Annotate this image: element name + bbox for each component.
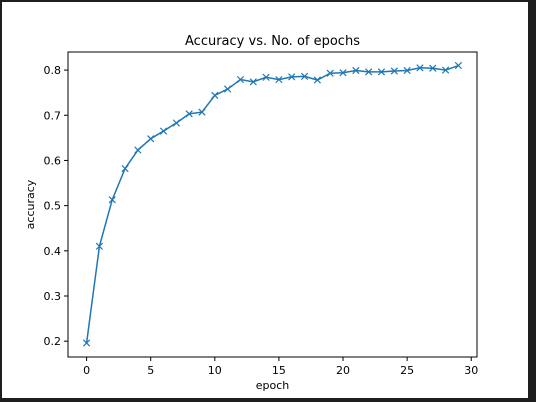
data-point-marker	[352, 66, 360, 75]
data-point-marker	[390, 67, 398, 75]
data-point-marker	[262, 73, 270, 81]
x-tick-label: 30	[464, 364, 478, 377]
data-point-marker	[403, 66, 411, 75]
x-tick-label: 0	[83, 364, 90, 377]
data-point-marker	[159, 127, 168, 135]
data-point-marker	[185, 110, 193, 118]
data-point-marker	[300, 72, 309, 81]
figure-background	[2, 2, 528, 398]
data-point-marker	[441, 66, 450, 74]
data-point-marker	[134, 146, 142, 154]
data-point-marker	[147, 135, 155, 143]
x-tick-label: 25	[400, 364, 414, 377]
data-point-marker	[416, 64, 424, 72]
data-point-marker	[236, 75, 245, 84]
y-tick-label: 0.2	[44, 335, 62, 348]
y-tick-label: 0.5	[44, 200, 62, 213]
x-tick-label: 15	[272, 364, 286, 377]
y-axis: 0.2 0.3 0.4 0.5 0.6 0.7 0.8	[44, 64, 68, 348]
data-point-marker	[365, 68, 373, 76]
x-axis: 0 5 10 15 20 25 30	[83, 357, 478, 377]
data-point-marker	[275, 75, 283, 84]
data-point-marker	[108, 196, 116, 204]
data-point-marker	[198, 108, 206, 116]
x-tick-label: 20	[336, 364, 350, 377]
data-point-marker	[249, 78, 257, 86]
y-tick-label: 0.8	[44, 64, 62, 77]
y-tick-label: 0.4	[44, 245, 62, 258]
series-markers	[82, 61, 463, 347]
data-point-marker	[313, 76, 321, 84]
y-tick-label: 0.7	[44, 109, 62, 122]
data-point-marker	[377, 68, 386, 76]
data-point-marker	[121, 164, 129, 173]
data-point-marker	[326, 69, 334, 77]
data-point-marker	[454, 61, 463, 70]
y-tick-label: 0.3	[44, 290, 62, 303]
x-tick-label: 5	[147, 364, 154, 377]
x-axis-label: epoch	[256, 379, 290, 392]
plot-area-frame	[67, 51, 478, 358]
y-axis-label: accuracy	[24, 179, 37, 229]
data-point-marker	[211, 91, 219, 100]
data-point-marker	[82, 339, 91, 347]
data-point-marker	[224, 85, 232, 93]
y-tick-label: 0.6	[44, 154, 62, 167]
data-point-marker	[172, 119, 180, 127]
chart-title: Accuracy vs. No. of epochs	[185, 34, 360, 49]
data-point-marker	[339, 69, 347, 77]
data-point-marker	[429, 64, 437, 72]
data-point-marker	[288, 73, 296, 81]
data-point-marker	[95, 242, 104, 250]
x-tick-label: 10	[208, 364, 222, 377]
